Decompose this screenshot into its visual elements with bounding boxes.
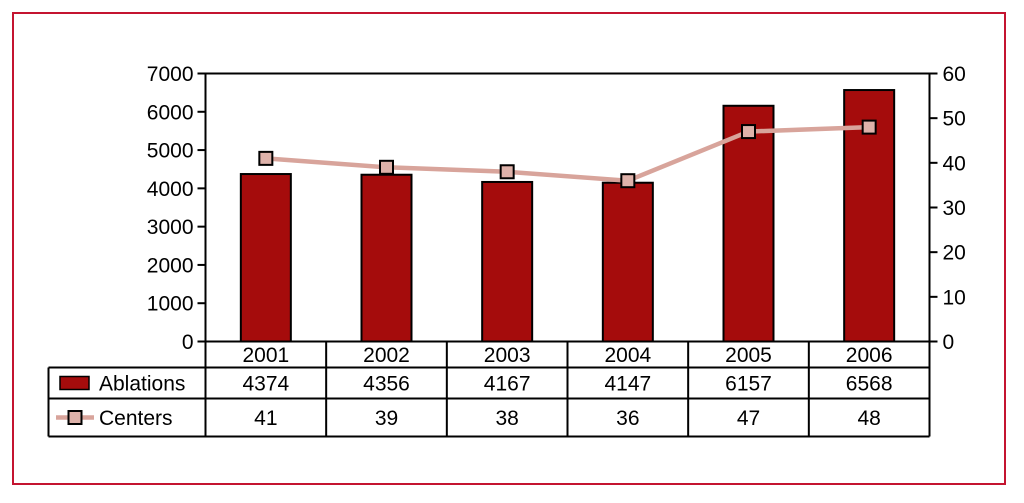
right-axis-tick-label: 0 xyxy=(943,331,955,354)
ablations-legend-swatch xyxy=(59,375,90,391)
centers-marker-2004 xyxy=(620,173,636,189)
left-axis-tick-label: 5000 xyxy=(147,140,194,163)
right-axis-tick-label: 30 xyxy=(943,197,966,220)
bar-2004 xyxy=(601,181,654,343)
bar-2002 xyxy=(360,173,413,343)
table-year-label: 2006 xyxy=(846,344,893,367)
table-ablations-value: 4147 xyxy=(604,373,651,396)
right-axis-tick-label: 20 xyxy=(943,242,966,265)
table-centers-value: 41 xyxy=(254,407,277,430)
table-centers-value: 39 xyxy=(375,407,398,430)
left-axis-tick-label: 3000 xyxy=(147,216,194,239)
left-axis-tick-label: 2000 xyxy=(147,254,194,277)
right-axis-tick-label: 40 xyxy=(943,152,966,175)
bar-2001 xyxy=(239,173,292,343)
bar-2003 xyxy=(481,180,534,343)
left-axis-tick-label: 7000 xyxy=(147,63,194,86)
centers-legend-marker xyxy=(67,410,83,425)
centers-marker-2005 xyxy=(741,124,756,140)
left-axis-tick-label: 6000 xyxy=(147,101,194,124)
table-centers-value: 38 xyxy=(495,407,518,430)
table-centers-value: 47 xyxy=(737,407,760,430)
bar-2005 xyxy=(722,104,775,343)
table-ablations-value: 6157 xyxy=(725,373,772,396)
left-axis-tick-label: 0 xyxy=(182,331,194,354)
table-centers-value: 36 xyxy=(616,407,639,430)
table-ablations-value: 4356 xyxy=(363,373,410,396)
centers-line xyxy=(265,124,870,183)
left-axis-tick-label: 4000 xyxy=(147,178,194,201)
right-axis-tick-label: 50 xyxy=(943,108,966,131)
centers-legend-label: Centers xyxy=(99,407,173,430)
ablations-legend-label: Ablations xyxy=(99,373,185,396)
table-ablations-value: 6568 xyxy=(846,373,893,396)
centers-marker-2003 xyxy=(499,164,515,180)
table-ablations-value: 4167 xyxy=(484,373,531,396)
table-year-label: 2002 xyxy=(363,344,410,367)
centers-marker-2001 xyxy=(258,150,274,166)
centers-marker-2006 xyxy=(861,119,877,135)
left-axis-tick-label: 1000 xyxy=(147,293,194,316)
right-axis-tick-label: 10 xyxy=(943,286,966,309)
table-year-label: 2004 xyxy=(604,344,651,367)
centers-marker-2002 xyxy=(379,159,394,175)
table-year-label: 2001 xyxy=(242,344,289,367)
table-year-label: 2005 xyxy=(725,344,772,367)
right-axis-tick-label: 60 xyxy=(943,63,966,86)
table-ablations-value: 4374 xyxy=(242,373,289,396)
table-centers-value: 48 xyxy=(857,407,880,430)
table-year-label: 2003 xyxy=(484,344,531,367)
